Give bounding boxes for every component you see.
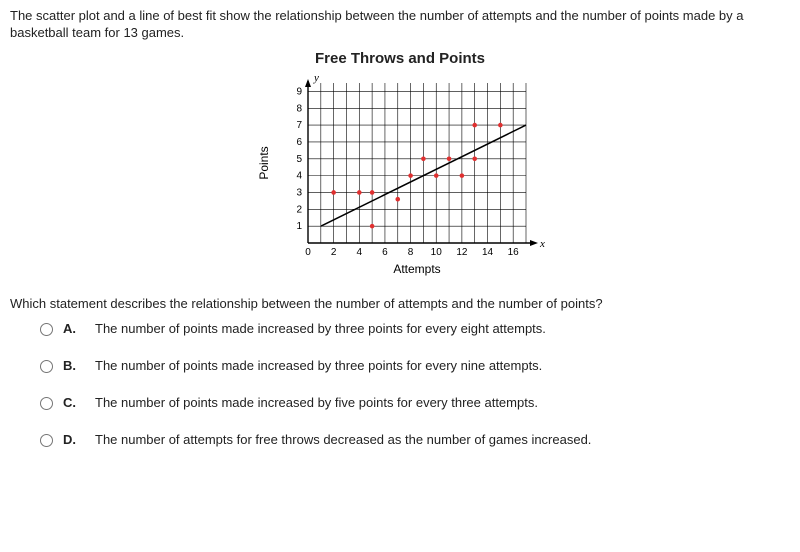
option-row: C. The number of points made increased by… bbox=[40, 395, 790, 410]
svg-text:12: 12 bbox=[456, 247, 468, 258]
option-letter: C. bbox=[63, 395, 77, 410]
svg-text:4: 4 bbox=[296, 170, 302, 181]
svg-text:8: 8 bbox=[408, 247, 414, 258]
svg-text:8: 8 bbox=[296, 103, 302, 114]
option-text: The number of points made increased by f… bbox=[95, 395, 538, 410]
svg-text:1: 1 bbox=[296, 221, 302, 232]
svg-text:14: 14 bbox=[482, 247, 494, 258]
option-text: The number of points made increased by t… bbox=[95, 321, 546, 336]
option-row: A. The number of points made increased by… bbox=[40, 321, 790, 336]
svg-text:16: 16 bbox=[508, 247, 520, 258]
chart-title: Free Throws and Points bbox=[250, 50, 550, 67]
option-row: D. The number of attempts for free throws… bbox=[40, 432, 790, 447]
option-radio[interactable] bbox=[40, 434, 53, 447]
svg-text:4: 4 bbox=[357, 247, 363, 258]
svg-text:y: y bbox=[313, 72, 319, 84]
option-letter: B. bbox=[63, 358, 77, 373]
option-text: The number of points made increased by t… bbox=[95, 358, 542, 373]
intro-text: The scatter plot and a line of best fit … bbox=[10, 8, 790, 42]
svg-text:0: 0 bbox=[305, 247, 311, 258]
svg-text:x: x bbox=[539, 238, 545, 250]
svg-text:Points: Points bbox=[257, 146, 271, 179]
options-list: A. The number of points made increased by… bbox=[40, 321, 790, 447]
scatter-plot: yx0246810121416123456789AttemptsPoints bbox=[250, 69, 550, 279]
option-letter: A. bbox=[63, 321, 77, 336]
svg-text:2: 2 bbox=[296, 204, 302, 215]
svg-text:5: 5 bbox=[296, 154, 302, 165]
option-radio[interactable] bbox=[40, 360, 53, 373]
svg-text:9: 9 bbox=[296, 86, 302, 97]
svg-text:10: 10 bbox=[431, 247, 443, 258]
chart-container: Free Throws and Points yx024681012141612… bbox=[10, 50, 790, 282]
option-radio[interactable] bbox=[40, 397, 53, 410]
option-row: B. The number of points made increased by… bbox=[40, 358, 790, 373]
question-text: Which statement describes the relationsh… bbox=[10, 296, 790, 311]
svg-text:3: 3 bbox=[296, 187, 302, 198]
svg-text:7: 7 bbox=[296, 120, 302, 131]
option-text: The number of attempts for free throws d… bbox=[95, 432, 591, 447]
svg-text:2: 2 bbox=[331, 247, 337, 258]
svg-text:Attempts: Attempts bbox=[393, 262, 440, 276]
svg-text:6: 6 bbox=[382, 247, 388, 258]
option-letter: D. bbox=[63, 432, 77, 447]
svg-text:6: 6 bbox=[296, 137, 302, 148]
option-radio[interactable] bbox=[40, 323, 53, 336]
